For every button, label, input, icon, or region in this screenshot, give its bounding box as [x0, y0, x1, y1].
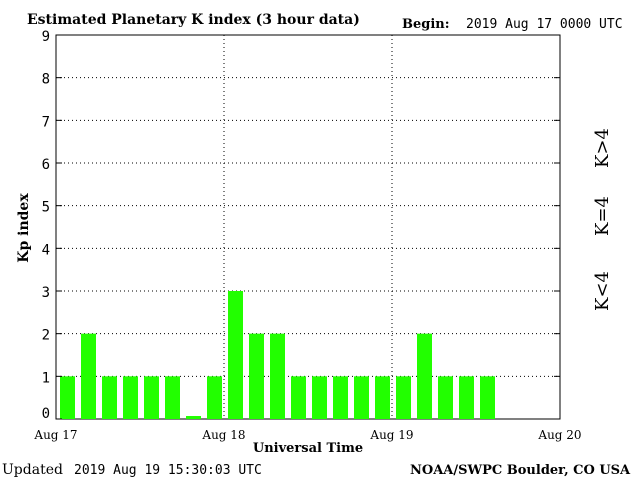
y-tick-label: 7	[42, 114, 50, 130]
begin-value: 2019 Aug 17 0000 UTC	[466, 17, 623, 32]
plot-area	[55, 34, 561, 420]
legend-storm: K>4	[592, 128, 613, 168]
y-tick-label: 9	[42, 29, 50, 45]
kp-bar	[291, 376, 306, 419]
y-tick-label: 8	[42, 72, 50, 88]
y-axis-label: Kp index	[16, 193, 32, 263]
y-axis-ticks: 0 1 2 3 4 5 6 7 8 9	[42, 29, 560, 422]
kp-bar	[207, 376, 222, 419]
updated-value: 2019 Aug 19 15:30:03 UTC	[74, 463, 262, 478]
kp-bar	[333, 376, 348, 419]
kp-bar	[249, 333, 264, 419]
begin-label: Begin:	[402, 17, 450, 32]
legend-quiet: K<4	[592, 271, 613, 311]
kp-bar	[459, 376, 474, 419]
y-tick-label: 6	[42, 157, 50, 173]
y-tick-label: 4	[42, 242, 50, 258]
kp-bar	[270, 333, 285, 419]
kp-bar	[228, 291, 243, 419]
kp-bar	[480, 376, 495, 419]
kp-bar	[81, 333, 96, 419]
kp-bar	[375, 376, 390, 419]
y-tick-label: 5	[42, 200, 50, 216]
chart-title: Estimated Planetary K index (3 hour data…	[27, 12, 360, 28]
x-axis-label: Universal Time	[253, 441, 363, 456]
y-tick-label: 2	[42, 328, 50, 344]
kp-bar	[417, 333, 432, 419]
source-credit: NOAA/SWPC Boulder, CO USA	[410, 463, 631, 478]
bars-group	[60, 291, 495, 419]
kp-bar	[102, 376, 117, 419]
kp-bar	[396, 376, 411, 419]
grid-lines	[56, 34, 560, 419]
kp-bar	[60, 376, 75, 419]
kp-bar	[312, 376, 327, 419]
kp-bar	[144, 376, 159, 419]
kp-bar	[123, 376, 138, 419]
x-tick-label: Aug 18	[201, 428, 245, 442]
y-tick-label: 3	[42, 285, 50, 301]
kp-bar	[438, 376, 453, 419]
legend-active: K=4	[592, 196, 613, 236]
y-tick-label: 1	[42, 370, 50, 386]
x-tick-label: Aug 19	[369, 428, 413, 442]
y-tick-label: 0	[42, 406, 50, 422]
kp-bar	[186, 416, 201, 419]
kp-bar	[165, 376, 180, 419]
x-tick-label: Aug 20	[537, 428, 581, 442]
kp-bar	[354, 376, 369, 419]
x-tick-label: Aug 17	[33, 428, 77, 442]
x-axis-ticks: Aug 17 Aug 18 Aug 19 Aug 20	[33, 428, 581, 442]
updated-label: Updated	[2, 462, 63, 478]
